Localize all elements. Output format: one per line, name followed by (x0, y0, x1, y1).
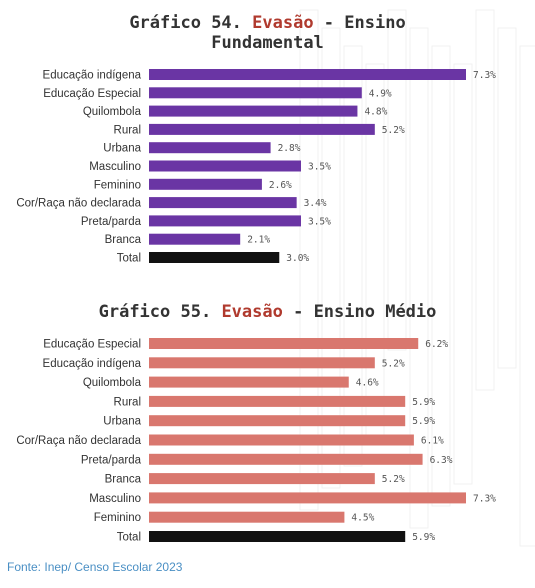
category-label: Preta/parda (81, 454, 142, 466)
category-label: Educação indígena (43, 70, 142, 82)
category-label: Rural (114, 396, 141, 408)
category-label: Masculino (89, 493, 141, 505)
bar (149, 453, 423, 465)
value-label: 6.1% (421, 436, 444, 447)
bar-chart-54: Educação indígena 7.3% Educação Especial 4.… (16, 69, 496, 265)
category-label: Educação Especial (43, 339, 141, 351)
value-label: 3.4% (304, 198, 327, 209)
bar (149, 395, 406, 407)
value-label: 3.5% (308, 216, 331, 227)
value-label: 4.9% (369, 88, 392, 99)
value-label: 2.8% (278, 143, 301, 154)
bar (149, 376, 349, 388)
chart-title-55-prefix: Gráfico 55. (98, 302, 222, 322)
chart-title-54-prefix: Gráfico 54. (129, 13, 253, 33)
bar (149, 105, 358, 117)
bar (149, 69, 466, 80)
bar (149, 178, 262, 190)
category-label: Quilombola (83, 106, 142, 118)
bar (149, 215, 301, 227)
bar (149, 434, 414, 446)
chart-title-54-line2: Fundamental (211, 33, 324, 53)
category-label: Urbana (103, 143, 141, 155)
source-note: Fonte: Inep/ Censo Escolar 2023 (7, 560, 183, 574)
value-label: 5.9% (412, 532, 435, 543)
value-label: 6.3% (430, 455, 453, 466)
value-label: 5.9% (412, 397, 435, 408)
value-label: 2.1% (247, 235, 270, 246)
bar (149, 142, 271, 154)
category-label: Branca (105, 474, 142, 486)
value-label: 6.2% (425, 339, 448, 350)
chart-title-55: Gráfico 55. Evasão - Ensino Médio (0, 302, 535, 322)
bar (149, 511, 345, 523)
value-label: 3.5% (308, 162, 331, 173)
value-label: 5.2% (382, 474, 405, 485)
value-label: 4.5% (351, 513, 374, 524)
category-label: Total (117, 253, 141, 265)
bar (149, 415, 406, 427)
bar (149, 473, 375, 485)
category-label: Educação Especial (43, 88, 141, 100)
category-label: Feminino (94, 179, 141, 191)
category-label: Cor/Raça não declarada (16, 435, 141, 447)
value-label: 5.9% (412, 416, 435, 427)
bar (149, 357, 375, 369)
value-label: 5.2% (382, 125, 405, 136)
bar (149, 492, 466, 504)
bar (149, 160, 301, 172)
category-label: Quilombola (83, 377, 142, 389)
chart-title-55-accent: Evasão (221, 302, 283, 322)
value-label: 4.8% (364, 107, 387, 118)
category-label: Masculino (89, 161, 141, 173)
bar (149, 87, 362, 99)
bar (149, 338, 419, 349)
total-bar (149, 531, 406, 542)
category-label: Educação indígena (43, 358, 142, 370)
category-label: Preta/parda (81, 216, 142, 228)
value-label: 2.6% (269, 180, 292, 191)
value-label: 3.0% (286, 253, 309, 264)
category-label: Total (117, 532, 141, 544)
value-label: 7.3% (473, 493, 496, 504)
category-label: Urbana (103, 416, 141, 428)
chart-title-54-suffix: - Ensino (313, 13, 406, 33)
value-label: 5.2% (382, 358, 405, 369)
value-label: 4.6% (356, 378, 379, 389)
bar (149, 123, 375, 135)
chart-title-54: Gráfico 54. Evasão - Ensino Fundamental (0, 13, 535, 53)
bar (149, 233, 241, 245)
category-label: Branca (105, 234, 142, 246)
chart-title-55-suffix: - Ensino Médio (282, 302, 437, 322)
category-label: Feminino (94, 512, 141, 524)
category-label: Cor/Raça não declarada (16, 198, 141, 210)
bar-chart-55: Educação Especial 6.2% Educação indígena 5.… (16, 338, 496, 544)
category-label: Rural (114, 124, 141, 136)
bar (149, 197, 297, 209)
chart-title-54-accent: Evasão (252, 13, 314, 33)
total-bar (149, 252, 280, 263)
value-label: 7.3% (473, 70, 496, 81)
